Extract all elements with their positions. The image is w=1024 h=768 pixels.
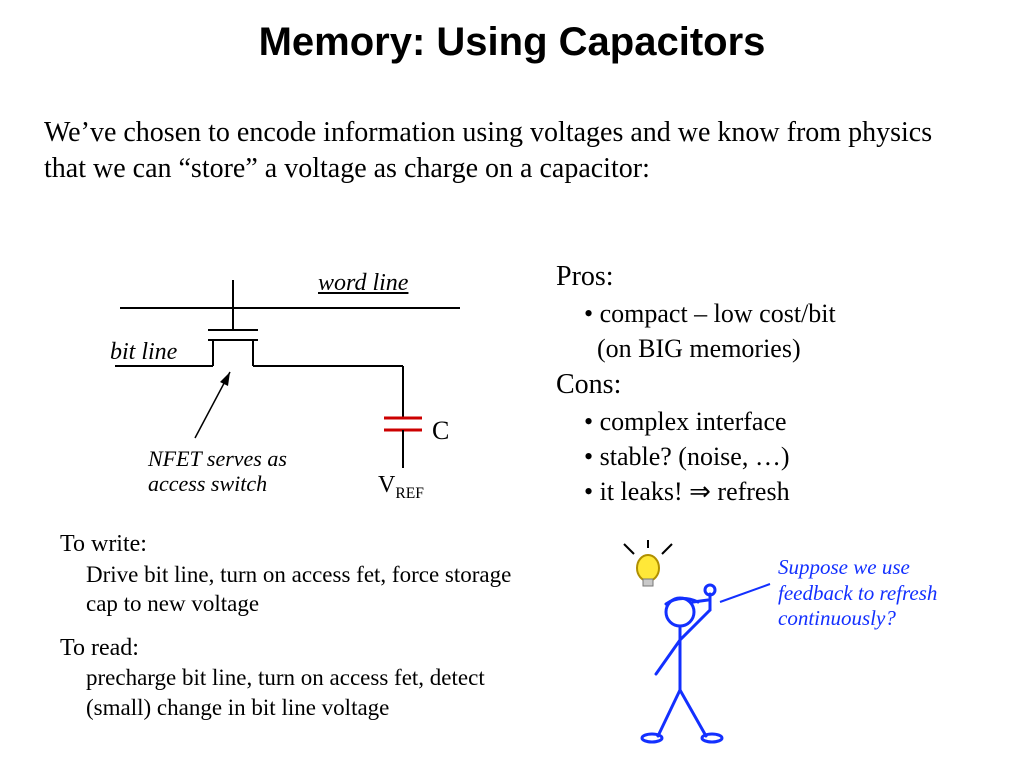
- capacitor-label: C: [432, 416, 449, 446]
- intro-text: We’ve chosen to encode information using…: [44, 115, 980, 187]
- circuit-diagram: word line bit line NFET serves as access…: [90, 258, 510, 508]
- pros-cons: Pros: • compact – low cost/bit (on BIG m…: [556, 258, 996, 509]
- cons-item-2: • stable? (noise, …): [556, 439, 996, 474]
- pros-item-1: • compact – low cost/bit: [556, 296, 996, 331]
- cons-item-3: • it leaks! ⇒ refresh: [556, 474, 996, 509]
- write-body: Drive bit line, turn on access fet, forc…: [60, 560, 520, 619]
- slide: Memory: Using Capacitors We’ve chosen to…: [0, 0, 1024, 768]
- nfet-note-line2: access switch: [148, 471, 267, 496]
- bitline-label: bit line: [110, 339, 177, 366]
- pros-item-1b: (on BIG memories): [556, 331, 996, 366]
- cons-item-1: • complex interface: [556, 404, 996, 439]
- pros-header: Pros:: [556, 258, 996, 296]
- read-header: To read:: [60, 633, 520, 664]
- vref-v: V: [378, 472, 395, 498]
- lightbulb-icon: [624, 540, 672, 586]
- write-header: To write:: [60, 529, 520, 560]
- vref-sub: REF: [395, 485, 424, 502]
- nfet-note-line1: NFET serves as: [148, 446, 287, 471]
- read-write-block: To write: Drive bit line, turn on access…: [60, 529, 520, 736]
- cons-header: Cons:: [556, 366, 996, 404]
- slide-title: Memory: Using Capacitors: [0, 20, 1024, 65]
- nfet-note: NFET serves as access switch: [148, 446, 287, 497]
- thought-text: Suppose we use feedback to refresh conti…: [778, 555, 988, 632]
- vref-label: VREF: [378, 472, 424, 503]
- wordline-label: word line: [318, 270, 408, 297]
- stick-person-icon: [642, 585, 722, 742]
- read-body: precharge bit line, turn on access fet, …: [60, 663, 520, 722]
